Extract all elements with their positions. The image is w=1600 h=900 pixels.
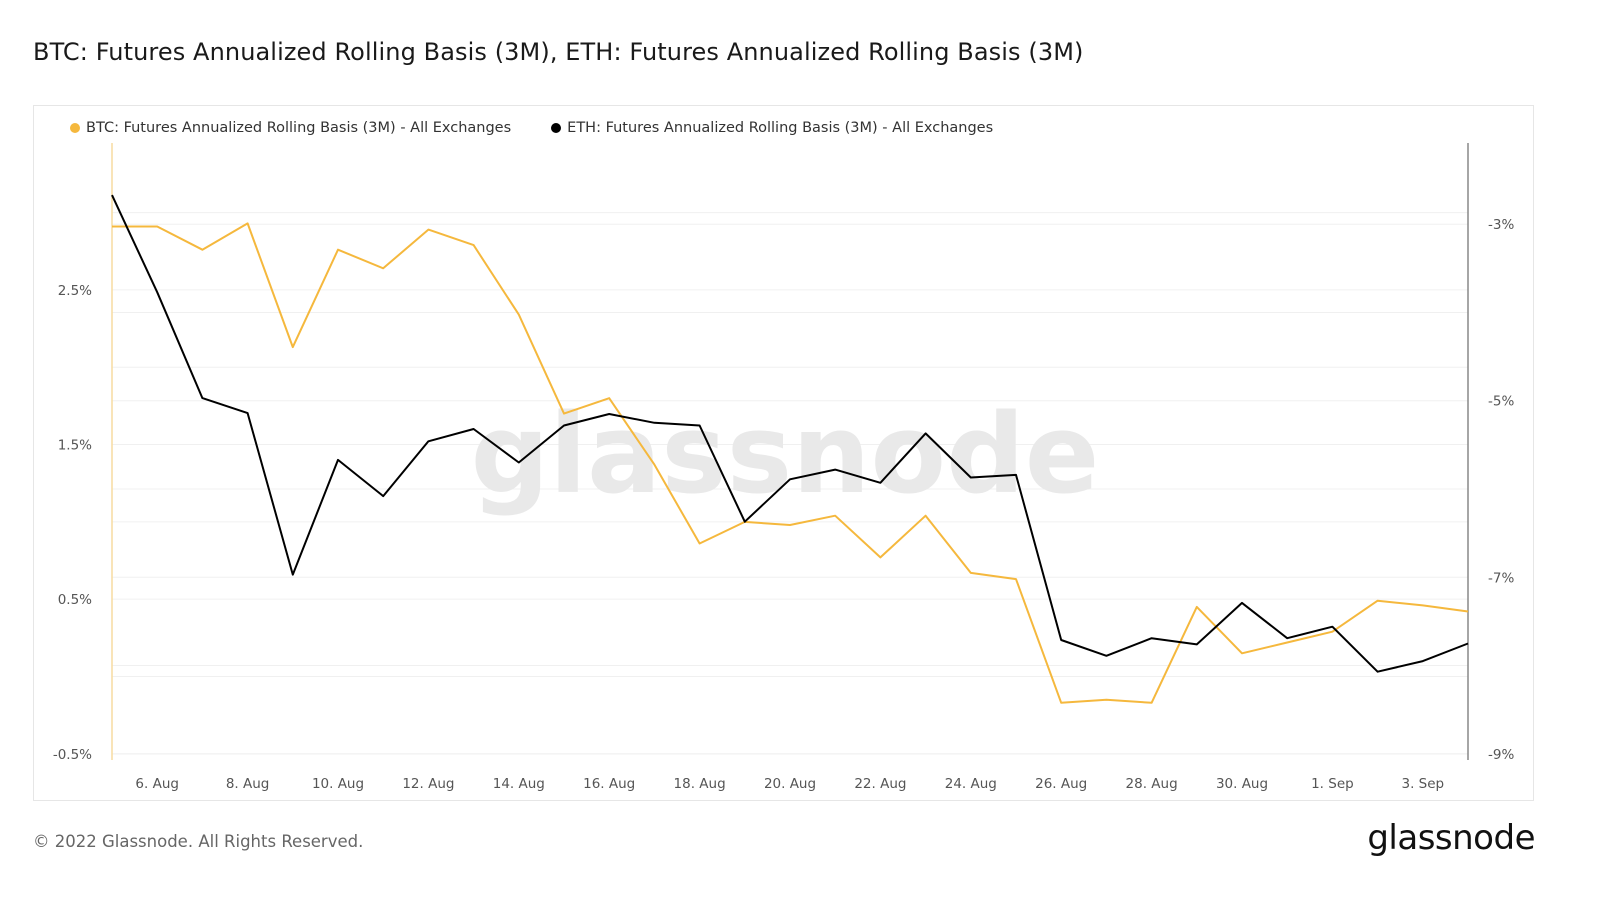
legend-item-eth[interactable]: ETH: Futures Annualized Rolling Basis (3… <box>551 120 993 136</box>
x-tick-label: 6. Aug <box>135 776 179 792</box>
legend-item-btc[interactable]: BTC: Futures Annualized Rolling Basis (3… <box>70 120 511 136</box>
legend-label-btc: BTC: Futures Annualized Rolling Basis (3… <box>86 120 512 136</box>
left-tick-label: 0.5% <box>58 592 92 608</box>
x-tick-label: 24. Aug <box>945 776 997 792</box>
x-tick-label: 18. Aug <box>674 776 726 792</box>
left-tick-label: -0.5% <box>53 747 92 763</box>
x-tick-label: 1. Sep <box>1311 776 1354 792</box>
x-tick-label: 10. Aug <box>312 776 364 792</box>
x-tick-label: 30. Aug <box>1216 776 1268 792</box>
copyright: © 2022 Glassnode. All Rights Reserved. <box>33 832 364 851</box>
x-tick-label: 14. Aug <box>493 776 545 792</box>
left-tick-label: 1.5% <box>58 438 92 454</box>
right-tick-label: -3% <box>1488 217 1514 233</box>
left-tick-label: 2.5% <box>58 283 92 299</box>
watermark: glassnode <box>471 390 1100 518</box>
x-tick-label: 8. Aug <box>226 776 270 792</box>
x-tick-label: 20. Aug <box>764 776 816 792</box>
chart-title: BTC: Futures Annualized Rolling Basis (3… <box>33 38 1084 66</box>
btc-series-line <box>112 222 1469 704</box>
right-tick-label: -5% <box>1488 394 1514 410</box>
legend: BTC: Futures Annualized Rolling Basis (3… <box>70 120 993 136</box>
x-tick-label: 28. Aug <box>1126 776 1178 792</box>
legend-dot-btc-icon <box>70 123 80 133</box>
eth-series-line <box>111 194 1469 673</box>
legend-dot-eth-icon <box>551 123 562 133</box>
x-tick-label: 12. Aug <box>402 776 454 792</box>
chart-frame <box>33 105 1534 801</box>
legend-label-eth: ETH: Futures Annualized Rolling Basis (3… <box>567 120 994 136</box>
right-tick-label: -9% <box>1488 747 1514 763</box>
x-tick-label: 16. Aug <box>583 776 635 792</box>
x-tick-label: 3. Sep <box>1401 776 1444 792</box>
glassnode-logo: glassnode <box>1367 818 1535 858</box>
x-tick-label: 22. Aug <box>854 776 906 792</box>
right-tick-label: -7% <box>1488 570 1514 586</box>
x-tick-label: 26. Aug <box>1035 776 1087 792</box>
